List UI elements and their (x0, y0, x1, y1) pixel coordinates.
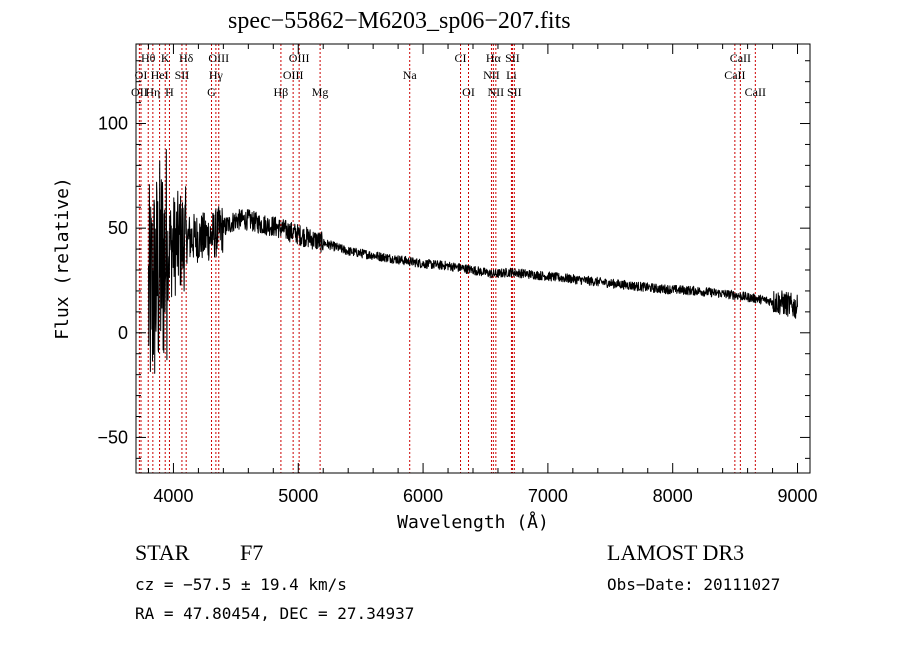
x-tick-label: 5000 (278, 486, 318, 506)
redshift-text: cz = −57.5 ± 19.4 km/s (135, 575, 347, 594)
x-tick-label: 6000 (403, 486, 443, 506)
spectral-line-label: CaII (724, 68, 745, 82)
spectral-line-label: Na (403, 68, 418, 82)
survey-label: LAMOST DR3 (607, 540, 745, 565)
spectral-line-label: Hθ (141, 51, 156, 65)
x-tick-label: 9000 (777, 486, 817, 506)
y-tick-label: 100 (98, 114, 128, 134)
line-markers (138, 44, 756, 473)
spectral-line-label: OI (135, 68, 148, 82)
x-tick-label: 4000 (153, 486, 193, 506)
object-class: STAR (135, 540, 190, 565)
plot-frame (135, 43, 811, 474)
spectral-line-label: SII (505, 51, 520, 65)
spectral-line-label: Li (506, 68, 517, 82)
object-subclass: F7 (240, 540, 264, 565)
x-tick-label: 7000 (528, 486, 568, 506)
spectral-line-label: NII (488, 85, 505, 99)
spectral-line-label: HeI (151, 68, 169, 82)
spectral-line-label: CaII (730, 51, 751, 65)
spectral-line-label: SII (507, 85, 522, 99)
spectral-line-label: G (207, 85, 216, 99)
spectral-line-label: Hη (145, 85, 160, 99)
spectral-line-label: K (161, 51, 170, 65)
obs-date: Obs−Date: 20111027 (607, 575, 781, 594)
y-tick-label: −50 (97, 427, 128, 447)
spectral-line-label: NII (483, 68, 500, 82)
x-axis-label: Wavelength (Å) (397, 511, 549, 533)
spectrum-line (148, 149, 798, 374)
axis-ticks: 4000 5000 6000 7000 8000 9000 −50 0 50 100 (97, 44, 818, 506)
spectral-line-label: CaII (745, 85, 766, 99)
spectral-line-label: CI (455, 51, 467, 65)
spectral-line-label: OI (462, 85, 475, 99)
spectral-line-label: Hγ (209, 68, 224, 82)
spectral-line-label: Hβ (274, 85, 289, 99)
spectral-line-label: OIII (283, 68, 304, 82)
spectral-line-label: H (165, 85, 174, 99)
spectral-line-label: OII (131, 85, 148, 99)
chart-title: spec−55862−M6203_sp06−207.fits (228, 8, 571, 34)
spectral-line-label: Mg (312, 85, 329, 99)
coordinates-text: RA = 47.80454, DEC = 27.34937 (135, 604, 415, 623)
spectral-line-label: OIII (208, 51, 229, 65)
spectrum-layer (148, 149, 798, 374)
y-tick-label: 50 (108, 218, 128, 238)
y-tick-label: 0 (118, 323, 128, 343)
y-axis-label: Flux (relative) (52, 177, 73, 340)
spectral-line-label: OIII (289, 51, 310, 65)
x-tick-label: 8000 (653, 486, 693, 506)
spectral-line-label: SII (175, 68, 190, 82)
spectral-line-label: Hδ (179, 51, 194, 65)
spectral-line-label: Hα (486, 51, 502, 65)
